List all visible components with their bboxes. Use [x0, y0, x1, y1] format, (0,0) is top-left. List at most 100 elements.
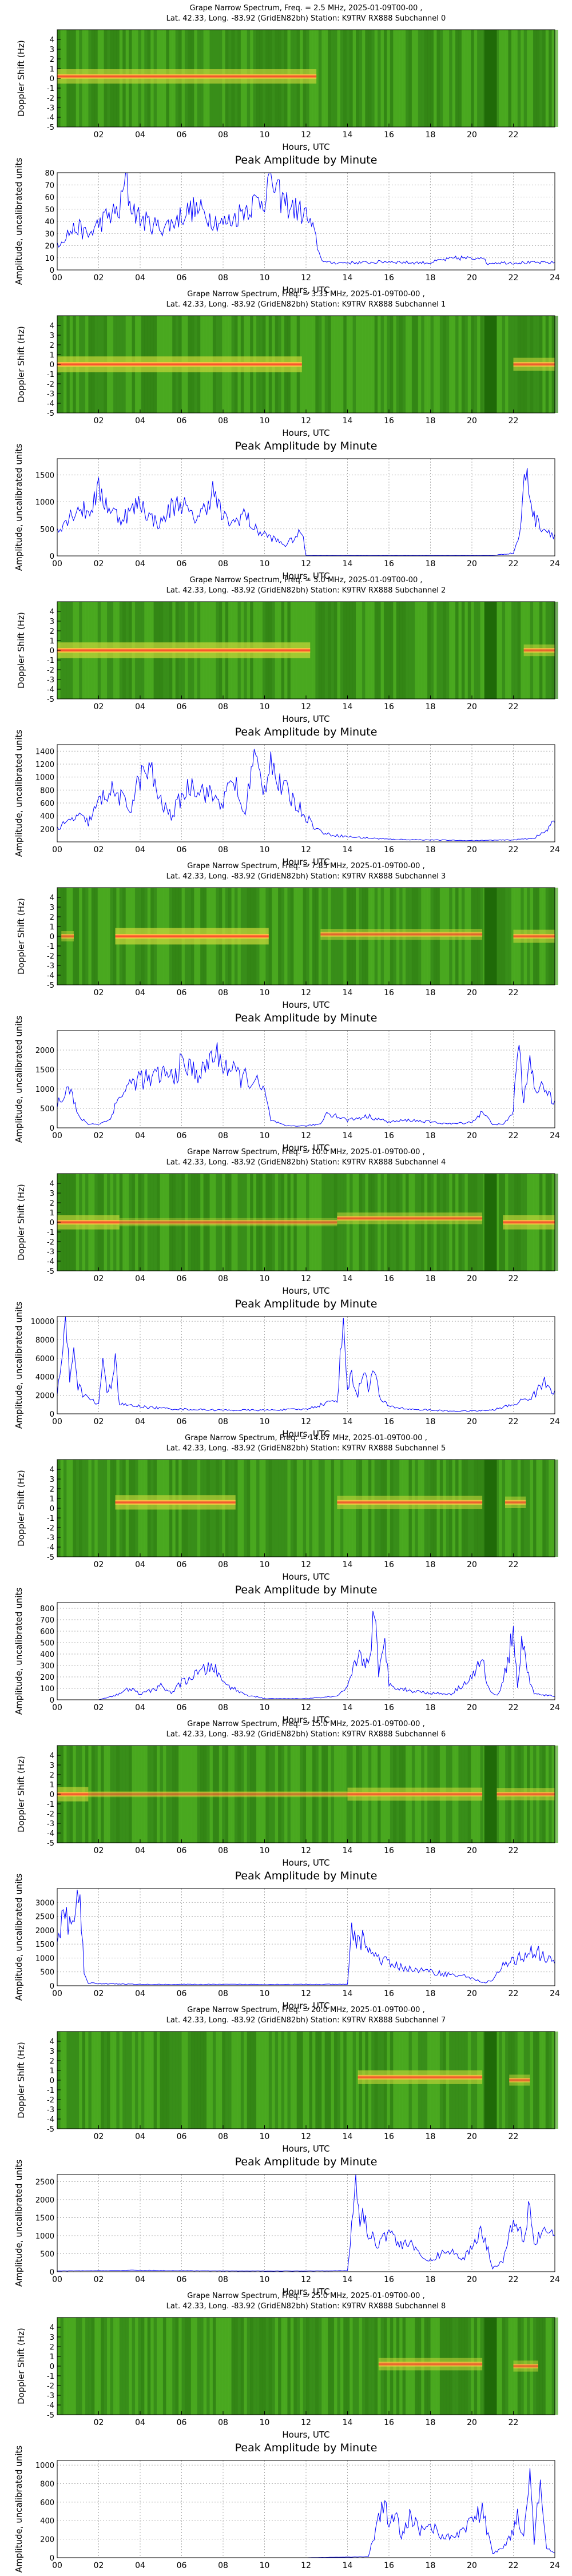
noise-stripe: [452, 316, 456, 413]
y-tick-label: 4: [50, 894, 54, 903]
y-tick-label: 400: [40, 813, 54, 821]
chart-panel-4: Grape Narrow Spectrum, Freq. = 5.0 MHz, …: [16, 576, 558, 724]
x-tick-label: 18: [426, 988, 436, 997]
x-tick-label: 20: [467, 1703, 477, 1712]
noise-stripe: [393, 602, 397, 699]
noise-stripe: [244, 1460, 248, 1557]
noise-stripe: [104, 2317, 108, 2415]
noise-stripe: [203, 2317, 207, 2415]
noise-stripe: [138, 2317, 142, 2415]
noise-stripe: [60, 2032, 64, 2129]
noise-stripe: [150, 2032, 154, 2129]
noise-stripe: [190, 2317, 194, 2415]
noise-stripe: [424, 602, 428, 699]
noise-stripe: [343, 2317, 347, 2415]
noise-stripe: [244, 2317, 248, 2415]
plot-frame: [57, 2174, 555, 2272]
plot-frame: [57, 1316, 555, 1414]
noise-stripe: [523, 30, 527, 127]
noise-stripe: [433, 316, 437, 413]
noise-stripe: [443, 316, 447, 413]
noise-stripe: [315, 602, 319, 699]
x-tick-label: 20: [467, 1560, 477, 1569]
y-tick-label: 1: [50, 2353, 54, 2362]
noise-stripe: [362, 316, 366, 413]
noise-stripe: [333, 602, 337, 699]
signal-trace: [509, 2078, 530, 2082]
chart-panel-9: Peak Amplitude by Minute 00 02 04 06 08 10 12 14…: [14, 1298, 560, 1439]
x-tick-label: 24: [550, 559, 560, 569]
x-tick-label: 08: [218, 273, 228, 283]
y-tick-label: 2000: [35, 1392, 54, 1401]
x-tick-label: 12: [301, 2275, 311, 2284]
noise-stripe: [303, 888, 307, 985]
noise-stripe: [287, 888, 291, 985]
noise-stripe: [94, 2032, 98, 2129]
noise-stripe: [418, 602, 422, 699]
noise-stripe: [113, 888, 117, 985]
x-tick-label: 20: [467, 1846, 477, 1855]
noise-stripe: [387, 316, 391, 413]
noise-stripe: [82, 1460, 86, 1557]
y-tick-label: 0: [50, 75, 54, 84]
noise-stripe: [166, 2032, 170, 2129]
y-tick-label: 1200: [35, 761, 54, 769]
noise-stripe: [287, 1460, 291, 1557]
noise-stripe: [97, 1460, 101, 1557]
x-tick-label: 22: [509, 1989, 519, 1998]
noise-stripe: [408, 316, 412, 413]
y-axis-label: Amplitude, uncalibrated units: [14, 2160, 24, 2287]
noise-stripe: [511, 602, 515, 699]
noise-stripe: [362, 30, 366, 127]
noise-stripe: [393, 316, 397, 413]
noise-stripe: [141, 2032, 145, 2129]
noise-stripe: [533, 2032, 537, 2129]
amplitude-series-line: [57, 1611, 555, 1700]
noise-stripe: [365, 30, 369, 127]
noise-stripe: [333, 1460, 337, 1557]
noise-stripe: [359, 602, 363, 699]
noise-stripe: [508, 2317, 512, 2415]
x-tick-label: 18: [426, 1131, 436, 1140]
noise-stripe: [287, 2317, 291, 2415]
noise-stripe: [331, 1460, 335, 1557]
noise-stripe: [88, 2032, 92, 2129]
chart-title: Grape Narrow Spectrum, Freq. = 2.5 MHz, …: [189, 4, 422, 13]
y-tick-label: 3: [50, 46, 54, 54]
x-tick-label: 04: [135, 988, 145, 997]
noise-stripe: [495, 888, 499, 985]
noise-stripe: [162, 2032, 166, 2129]
noise-stripe: [247, 2317, 251, 2415]
noise-stripe: [527, 1460, 530, 1557]
noise-stripe: [396, 602, 400, 699]
noise-stripe: [356, 602, 359, 699]
noise-stripe: [449, 30, 453, 127]
x-tick-label: 22: [509, 1560, 519, 1569]
noise-stripe: [172, 2317, 176, 2415]
x-tick-label: 16: [384, 559, 394, 569]
noise-stripe: [551, 2032, 555, 2129]
noise-stripe: [508, 316, 512, 413]
noise-stripe: [521, 30, 525, 127]
noise-stripe: [259, 1460, 263, 1557]
noise-stripe: [362, 2317, 366, 2415]
y-tick-label: 700: [40, 1616, 54, 1625]
noise-stripe: [219, 2032, 223, 2129]
chart-subtitle: Lat. 42.33, Long. -83.92 (GridEN82bh) St…: [166, 1444, 446, 1453]
noise-stripe: [368, 316, 372, 413]
noise-stripe: [536, 1460, 540, 1557]
noise-stripe: [480, 602, 484, 699]
noise-stripe: [79, 2317, 82, 2415]
noise-stripe: [113, 2032, 117, 2129]
noise-stripe: [439, 30, 443, 127]
chart-panel-1: Peak Amplitude by Minute 00 02 04 06 08 10 12 14…: [14, 154, 560, 295]
noise-stripe: [272, 2032, 276, 2129]
noise-stripe: [430, 602, 434, 699]
noise-stripe: [312, 2032, 316, 2129]
x-tick-label: 12: [301, 1989, 311, 1998]
y-tick-label: 600: [40, 1628, 54, 1636]
x-tick-label: 02: [94, 1846, 104, 1855]
y-tick-label: -2: [47, 1810, 54, 1819]
x-tick-label: 10: [260, 845, 270, 854]
noise-stripe: [91, 888, 95, 985]
